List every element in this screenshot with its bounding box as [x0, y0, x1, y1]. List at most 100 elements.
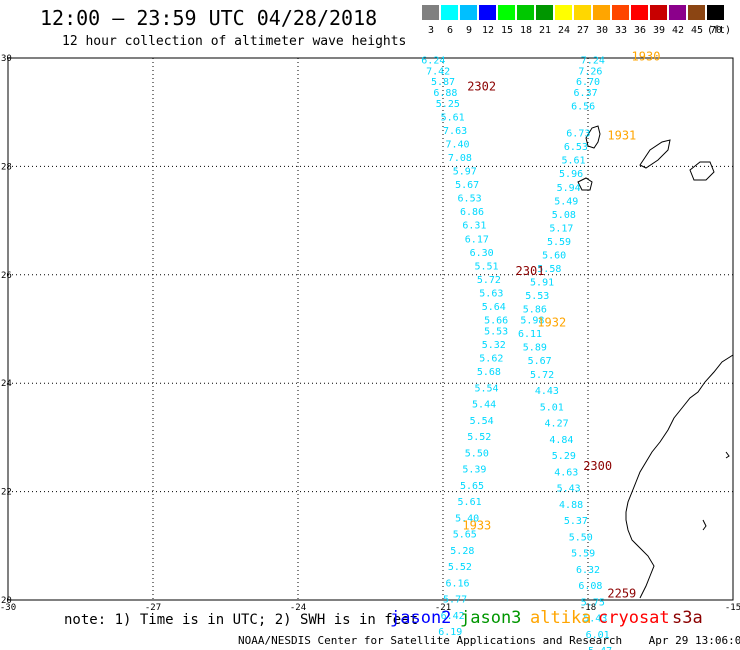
- swh-label-east-track: 6.73: [566, 129, 590, 140]
- swh-label-east-track: 5.61: [561, 156, 585, 167]
- swh-label-east-track: 6.08: [578, 581, 602, 592]
- la-palma-island: [585, 125, 601, 149]
- swh-label-east-track: 5.53: [525, 291, 549, 302]
- swh-label-east-track: 5.94: [557, 183, 581, 194]
- swh-label-west-track: 7.08: [448, 153, 472, 164]
- footer-credit: NOAA/NESDIS Center for Satellite Applica…: [238, 634, 740, 647]
- time-label: 1933: [462, 519, 491, 533]
- colorbar-swatch: [669, 5, 686, 20]
- swh-label-west-track: 6.16: [445, 578, 469, 589]
- swh-label-west-track: 5.77: [443, 595, 467, 606]
- x-tick-label: -24: [290, 603, 306, 613]
- colorbar-swatch: [650, 5, 667, 20]
- swh-label-east-track: 5.59: [547, 237, 571, 248]
- colorbar-swatch: [612, 5, 629, 20]
- colorbar-level-label: 33: [614, 25, 628, 36]
- swh-label-east-track: 6.56: [571, 101, 595, 112]
- swh-label-west-track: 6.31: [462, 221, 486, 232]
- colorbar-level-label: 15: [500, 25, 514, 36]
- x-tick-label: -30: [0, 603, 16, 613]
- swh-label-east-track: 5.59: [571, 549, 595, 560]
- coast-detail: [702, 451, 730, 531]
- time-label: 2300: [583, 459, 612, 473]
- swh-label-west-track: 5.72: [477, 275, 501, 286]
- swh-label-west-track: 7.63: [443, 126, 467, 137]
- swh-label-east-track: 5.50: [569, 532, 593, 543]
- y-tick-label: 24: [1, 379, 12, 389]
- swh-label-west-track: 5.54: [474, 383, 498, 394]
- swh-label-west-track: 5.28: [450, 546, 474, 557]
- map-subtitle: 12 hour collection of altimeter wave hei…: [62, 34, 407, 49]
- swh-label-west-track: 5.40: [455, 513, 479, 524]
- legend-item-cryosat: cryosat: [598, 608, 670, 628]
- x-tick-label: -21: [435, 603, 451, 613]
- colorbar-swatch: [688, 5, 705, 20]
- y-tick-label: 28: [1, 162, 12, 172]
- colorbar-swatch: [593, 5, 610, 20]
- swh-label-east-track: 5.67: [528, 356, 552, 367]
- colorbar-level-label: 6: [446, 25, 454, 36]
- swh-label-west-track: 5.50: [465, 448, 489, 459]
- swh-label-east-track: 4.84: [549, 435, 573, 446]
- swh-label-west-track: 6.88: [433, 88, 457, 99]
- swh-label-west-track: 7.40: [445, 139, 469, 150]
- swh-label-east-track: 5.91: [530, 278, 554, 289]
- footer-note: note: 1) Time is in UTC; 2) SWH is in fe…: [64, 612, 419, 628]
- colorbar-level-label: 36: [633, 25, 647, 36]
- swh-label-east-track: 6.53: [564, 142, 588, 153]
- legend-item-s3a: s3a: [672, 608, 703, 628]
- swh-label-east-track: 6.70: [576, 77, 600, 88]
- colorbar-swatch: [441, 5, 458, 20]
- swh-label-east-track: 5.43: [557, 484, 581, 495]
- swh-label-east-track: 5.89: [523, 343, 547, 354]
- time-label: 2302: [467, 80, 496, 94]
- swh-label-west-track: 5.67: [455, 180, 479, 191]
- time-label: 2301: [516, 264, 545, 278]
- colorbar-swatch: [707, 5, 724, 20]
- swh-label-west-track: 5.61: [458, 497, 482, 508]
- swh-label-east-track: 6.01: [586, 630, 610, 641]
- africa-coastline: [625, 354, 734, 599]
- swh-label-east-track: 5.98: [520, 316, 544, 327]
- x-tick-label: -18: [580, 603, 596, 613]
- colorbar-level-label: 3: [427, 25, 435, 36]
- swh-label-west-track: 7.42: [426, 66, 450, 77]
- swh-label-west-track: 5.32: [482, 340, 506, 351]
- swh-label-east-track: 5.49: [554, 196, 578, 207]
- swh-label-west-track: 5.44: [472, 400, 496, 411]
- legend-item-altika: altika: [530, 608, 592, 628]
- swh-label-east-track: 5.37: [564, 516, 588, 527]
- swh-label-west-track: 5.97: [453, 167, 477, 178]
- swh-label-west-track: 5.66: [484, 316, 508, 327]
- swh-label-west-track: 5.25: [436, 99, 460, 110]
- swh-label-east-track: 5.29: [552, 451, 576, 462]
- map-title: 12:00 – 23:59 UTC 04/28/2018: [40, 6, 378, 30]
- map-frame: [7, 57, 734, 601]
- colorbar-swatch: [460, 5, 477, 20]
- swh-label-east-track: 7.26: [578, 66, 602, 77]
- colorbar-unit: (ft): [707, 25, 732, 36]
- time-label: 2259: [607, 586, 636, 600]
- swh-label-west-track: 5.63: [479, 288, 503, 299]
- swh-label-west-track: 6.24: [421, 55, 445, 66]
- time-label: 1930: [632, 50, 661, 64]
- swh-label-west-track: 5.52: [448, 562, 472, 573]
- la-gomera-island: [577, 177, 593, 191]
- swh-label-west-track: 6.19: [438, 627, 462, 638]
- colorbar-swatch: [479, 5, 496, 20]
- colorbar-level-label: 9: [465, 25, 473, 36]
- swh-label-east-track: 5.01: [540, 402, 564, 413]
- swh-label-west-track: 6.53: [458, 194, 482, 205]
- swh-label-east-track: 5.96: [559, 169, 583, 180]
- x-tick-label: -27: [145, 603, 161, 613]
- swh-label-east-track: 6.32: [576, 565, 600, 576]
- colorbar-level-label: 42: [671, 25, 685, 36]
- swh-label-west-track: 6.42: [441, 611, 465, 622]
- swh-label-west-track: 5.54: [470, 416, 494, 427]
- colorbar-level-label: 70: [709, 25, 723, 36]
- swh-label-west-track: 6.30: [470, 248, 494, 259]
- colorbar-swatch: [631, 5, 648, 20]
- time-label: 1931: [607, 128, 636, 142]
